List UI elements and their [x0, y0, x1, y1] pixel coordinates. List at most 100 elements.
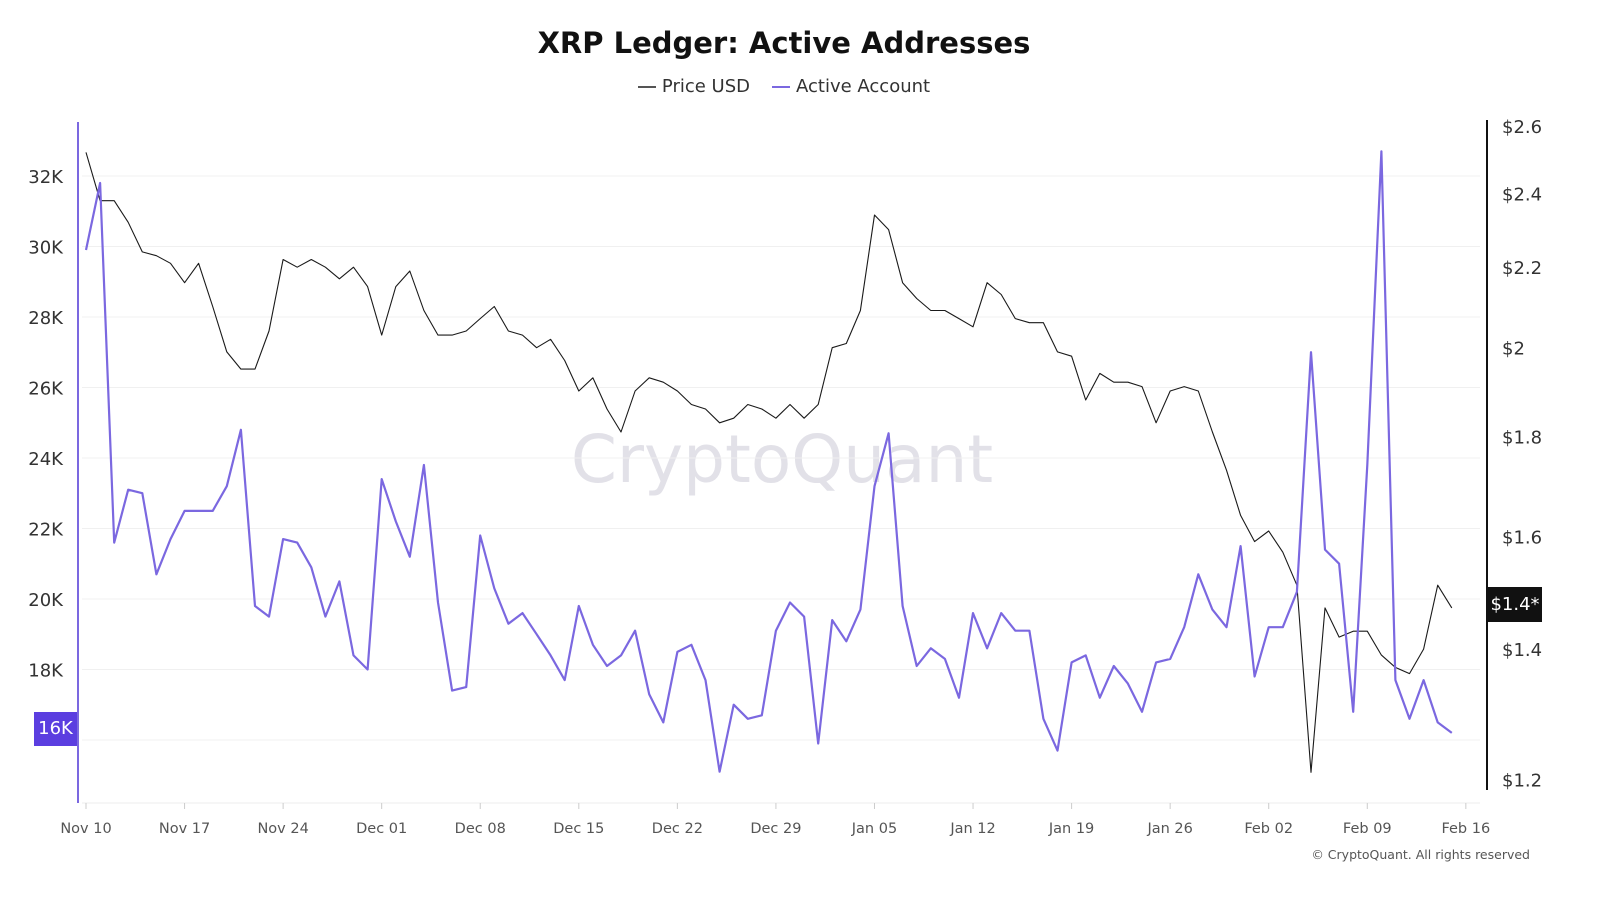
data-point-active-account [337, 579, 341, 583]
data-point-active-account [366, 667, 370, 671]
data-point-price-usd [816, 402, 820, 406]
data-point-price-usd [704, 407, 708, 411]
series-line-active-account [84, 150, 1453, 773]
data-point-price-usd [253, 367, 257, 371]
data-point-active-account [1295, 590, 1299, 594]
data-point-active-account [211, 509, 215, 513]
data-point-active-account [1436, 720, 1440, 724]
data-point-active-account [985, 646, 989, 650]
right-axis-tick-label: $1.2 [1502, 770, 1542, 791]
data-point-price-usd [788, 402, 792, 406]
data-point-price-usd [633, 389, 637, 393]
data-point-active-account [929, 646, 933, 650]
right-axis-tick-label: $1.8 [1502, 428, 1542, 449]
data-point-price-usd [1084, 398, 1088, 402]
legend-item-active[interactable]: Active Account [772, 76, 930, 97]
data-point-price-usd [760, 407, 764, 411]
data-point-active-account [1070, 660, 1074, 664]
data-point-active-account [1112, 664, 1116, 668]
data-point-active-account [1140, 710, 1144, 714]
data-point-active-account [281, 537, 285, 541]
data-point-active-account [957, 696, 961, 700]
data-point-active-account [858, 608, 862, 612]
data-point-price-usd [830, 346, 834, 350]
data-point-price-usd [971, 325, 975, 329]
right-axis-tick-label: $2 [1502, 339, 1525, 360]
data-point-active-account [999, 611, 1003, 615]
data-point-price-usd [1450, 606, 1454, 610]
x-axis-tick-label: Jan 05 [851, 821, 897, 837]
data-point-price-usd [732, 416, 736, 420]
data-point-price-usd [422, 309, 426, 313]
data-point-active-account [1267, 625, 1271, 629]
data-point-price-usd [380, 333, 384, 337]
data-point-active-account [1408, 717, 1412, 721]
x-axis-tick-label: Feb 16 [1441, 821, 1490, 837]
data-point-active-account [1351, 710, 1355, 714]
data-point-active-account [1239, 544, 1243, 548]
data-point-price-usd [943, 309, 947, 313]
data-point-active-account [1056, 749, 1060, 753]
data-point-active-account [661, 720, 665, 724]
data-point-price-usd [1337, 635, 1341, 639]
left-axis-highlight-label: 16K [34, 712, 77, 746]
data-point-active-account [450, 689, 454, 693]
data-point-price-usd [802, 416, 806, 420]
series-line-price-usd [85, 152, 1453, 773]
data-point-price-usd [267, 329, 271, 333]
data-point-active-account [1365, 463, 1369, 467]
data-point-price-usd [1098, 371, 1102, 375]
data-point-active-account [689, 643, 693, 647]
data-point-active-account [760, 713, 764, 717]
data-point-price-usd [1070, 354, 1074, 358]
data-point-price-usd [1408, 672, 1412, 676]
data-point-price-usd [647, 376, 651, 380]
data-point-active-account [915, 664, 919, 668]
x-axis-tick-label: Jan 19 [1048, 821, 1094, 837]
x-axis-tick-label: Dec 29 [750, 821, 801, 837]
data-point-active-account [478, 534, 482, 538]
data-point-active-account [746, 717, 750, 721]
data-point-active-account [1281, 625, 1285, 629]
legend-item-price[interactable]: Price USD [637, 76, 750, 97]
x-axis-tick-label: Feb 02 [1244, 821, 1293, 837]
watermark: CryptoQuant [571, 421, 993, 498]
data-point-active-account [1168, 657, 1172, 661]
data-point-price-usd [211, 304, 215, 308]
data-point-price-usd [1210, 430, 1214, 434]
data-point-active-account [225, 484, 229, 488]
data-point-price-usd [1224, 468, 1228, 472]
data-point-price-usd [549, 337, 553, 341]
data-point-price-usd [661, 380, 665, 384]
data-point-active-account [183, 509, 187, 513]
data-point-active-account [1041, 717, 1045, 721]
data-point-price-usd [1126, 380, 1130, 384]
left-axis-tick-label: 32K [28, 167, 64, 188]
data-point-active-account [84, 248, 88, 252]
data-point-price-usd [408, 269, 412, 273]
data-point-price-usd [520, 333, 524, 337]
data-point-price-usd [1056, 350, 1060, 354]
data-point-active-account [1309, 350, 1313, 354]
data-point-price-usd [464, 329, 468, 333]
data-point-price-usd [337, 277, 341, 281]
chart-title: XRP Ledger: Active Addresses [537, 26, 1031, 60]
legend: Price USD Active Account [0, 76, 1568, 97]
data-point-active-account [1098, 696, 1102, 700]
data-point-price-usd [1281, 550, 1285, 554]
data-point-price-usd [436, 333, 440, 337]
data-point-price-usd [535, 346, 539, 350]
data-point-price-usd [915, 296, 919, 300]
data-point-active-account [647, 692, 651, 696]
data-point-price-usd [774, 416, 778, 420]
data-point-price-usd [1196, 389, 1200, 393]
data-point-price-usd [1112, 380, 1116, 384]
data-point-active-account [802, 615, 806, 619]
data-point-active-account [1450, 731, 1454, 735]
left-axis-tick-label: 24K [28, 449, 64, 470]
data-point-active-account [239, 428, 243, 432]
data-point-active-account [464, 685, 468, 689]
data-point-active-account [520, 611, 524, 615]
right-axis-tick-label: $2.4 [1502, 185, 1542, 206]
data-point-active-account [774, 629, 778, 633]
